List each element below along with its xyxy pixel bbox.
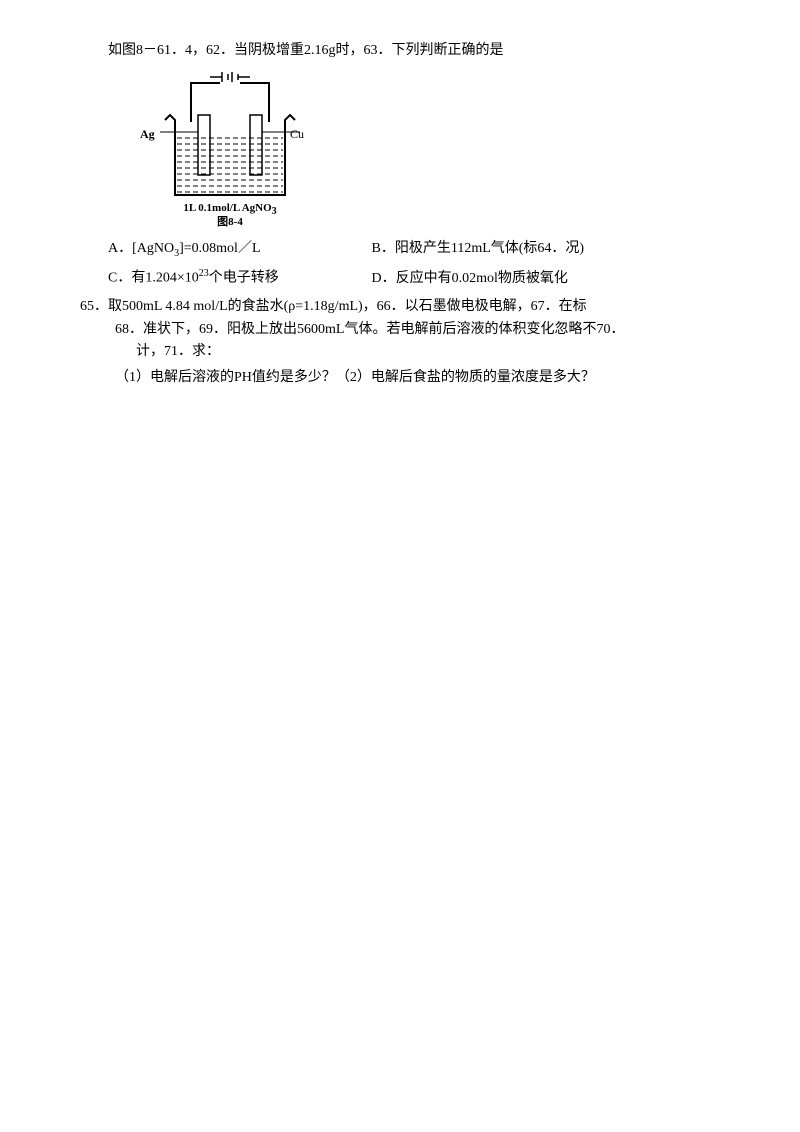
beaker-icon (160, 110, 300, 200)
options-row-1: A．[AgNO3]=0.08mol／L B．阳极产生112mL气体(标64．况) (108, 238, 720, 262)
electrode-label-ag: Ag (140, 125, 155, 144)
option-b: B．阳极产生112mL气体(标64．况) (372, 238, 585, 260)
option-d: D．反应中有0.02mol物质被氧化 (372, 268, 568, 290)
electrolysis-diagram: Ag Cu 1L 0.1mol/L AgNO3 图8-4 (140, 70, 320, 230)
q65-line3: 计，71．求： (136, 341, 720, 363)
wire (240, 82, 270, 84)
intro-text: 如图8－61．4，62．当阴极增重2.16g时，63．下列判断正确的是 (80, 40, 720, 62)
q65-line2: 68．准状下，69．阳极上放出5600mL气体。若电解前后溶液的体积变化忽略不7… (115, 319, 720, 341)
electrode-label-cu: Cu (290, 125, 304, 144)
q65-line1: 65．取500mL 4.84 mol/L的食盐水(ρ=1.18g/mL)，66．… (80, 296, 720, 318)
options-row-2: C．有1.204×1023个电子转移 D．反应中有0.02mol物质被氧化 (108, 266, 720, 290)
option-c: C．有1.204×1023个电子转移 (108, 266, 368, 290)
option-a: A．[AgNO3]=0.08mol／L (108, 238, 368, 262)
q65-line4: （1）电解后溶液的PH值约是多少？（2）电解后食盐的物质的量浓度是多大？ (115, 367, 720, 389)
wire (190, 82, 220, 84)
figure-label: 图8-4 (165, 214, 295, 232)
question-65: 65．取500mL 4.84 mol/L的食盐水(ρ=1.18g/mL)，66．… (80, 296, 720, 390)
